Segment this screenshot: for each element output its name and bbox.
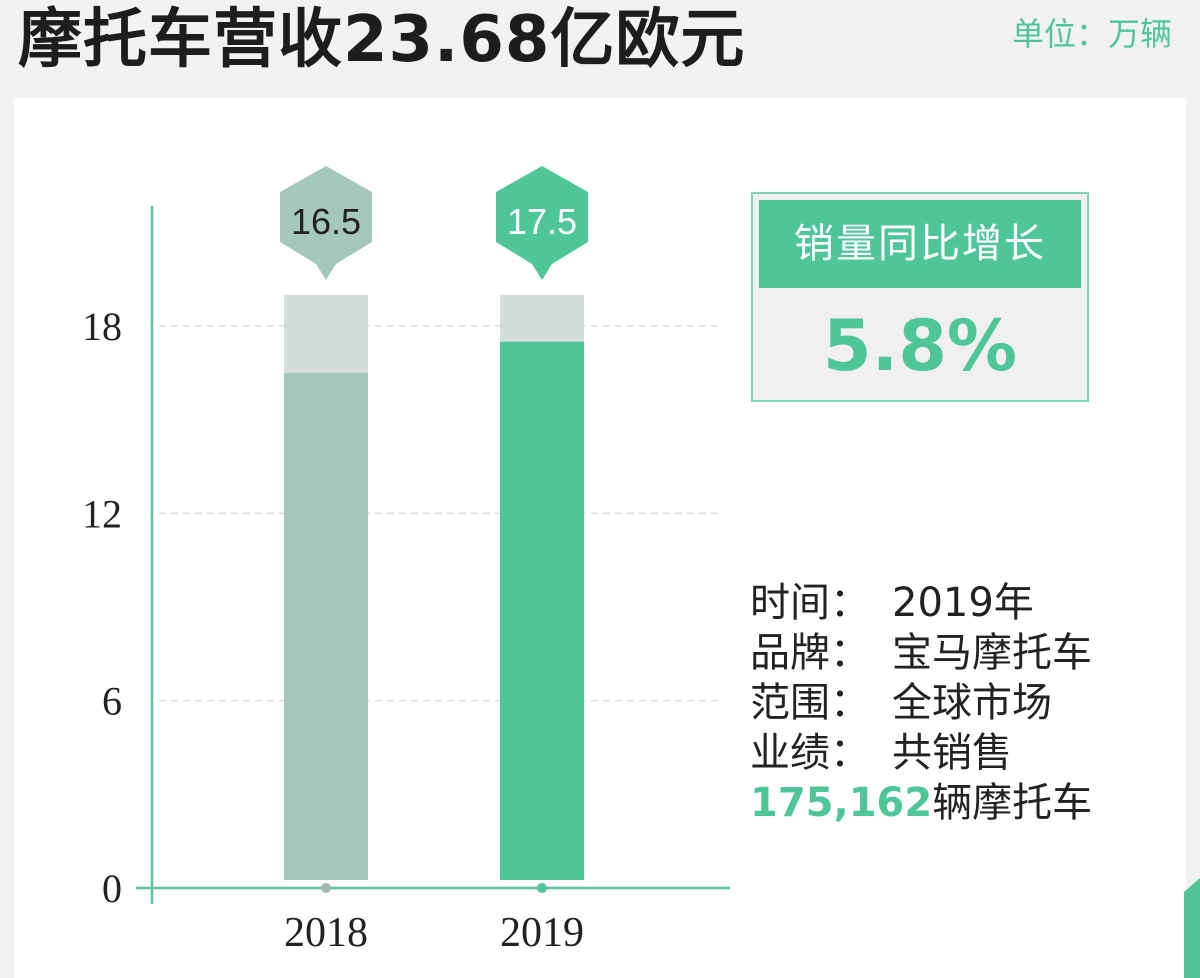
y-tick-label: 18 [82,304,122,349]
info-value: 宝马摩托车 [892,630,1092,676]
info-key: 范围： [750,680,870,726]
value-callout [496,166,588,280]
info-value: 全球市场 [892,680,1052,726]
corner-accent [1184,878,1200,978]
info-row-sales: 175,162辆摩托车 [750,778,1092,828]
growth-label: 销量同比增长 [759,200,1081,288]
growth-card: 销量同比增长 5.8% [751,192,1089,402]
data-label: 17.5 [507,201,577,242]
y-tick-label: 0 [102,866,122,911]
info-row-performance: 业绩： 共销售 [750,728,1092,778]
info-key: 业绩： [750,730,870,776]
bar [500,341,584,881]
sales-number: 175,162 [750,780,933,826]
info-row-brand: 品牌： 宝马摩托车 [750,628,1092,678]
bar-remainder [284,294,368,373]
x-tick-label: 2019 [500,910,584,956]
value-callout [280,166,372,280]
x-tick-label: 2018 [284,910,368,956]
info-value: 2019年 [892,580,1034,626]
info-key: 时间： [750,580,870,626]
page-title: 摩托车营收23.68亿欧元 [18,3,746,77]
info-key: 品牌： [750,630,870,676]
info-block: 时间： 2019年 品牌： 宝马摩托车 范围： 全球市场 业绩： 共销售 175,162… [750,578,1092,828]
y-tick-label: 6 [102,679,122,724]
y-tick-label: 12 [82,491,122,536]
sales-suffix: 辆摩托车 [932,780,1093,826]
unit-label: 单位：万辆 [1011,15,1172,53]
chart-panel: 0 6 12 18 16.5 2018 17.5 2019 销量同比增长 5.8% 时间： 20… [14,98,1186,978]
info-row-time: 时间： 2019年 [750,578,1092,628]
bar [284,372,368,880]
info-row-scope: 范围： 全球市场 [750,678,1092,728]
info-value: 共销售 [892,730,1012,776]
bar-remainder [500,294,584,342]
data-label: 16.5 [291,201,361,242]
axis-dot [321,883,331,893]
bar-chart: 0 6 12 18 16.5 2018 17.5 2019 [82,166,730,956]
growth-value: 5.8% [822,305,1018,387]
axis-dot [537,883,547,893]
